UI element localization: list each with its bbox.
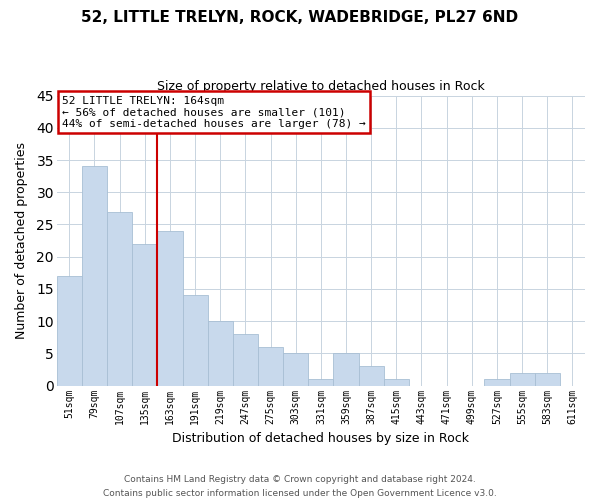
Y-axis label: Number of detached properties: Number of detached properties <box>15 142 28 339</box>
Bar <box>384 379 409 386</box>
Bar <box>182 296 208 386</box>
Bar <box>283 354 308 386</box>
Bar <box>132 244 157 386</box>
Bar <box>107 212 132 386</box>
Bar <box>233 334 258 386</box>
Bar <box>484 379 509 386</box>
Bar <box>57 276 82 386</box>
Text: 52, LITTLE TRELYN, ROCK, WADEBRIDGE, PL27 6ND: 52, LITTLE TRELYN, ROCK, WADEBRIDGE, PL2… <box>82 10 518 25</box>
Text: 52 LITTLE TRELYN: 164sqm
← 56% of detached houses are smaller (101)
44% of semi-: 52 LITTLE TRELYN: 164sqm ← 56% of detach… <box>62 96 366 129</box>
Bar <box>334 354 359 386</box>
Bar <box>82 166 107 386</box>
Bar <box>509 372 535 386</box>
Bar <box>157 231 182 386</box>
Text: Contains HM Land Registry data © Crown copyright and database right 2024.
Contai: Contains HM Land Registry data © Crown c… <box>103 476 497 498</box>
Title: Size of property relative to detached houses in Rock: Size of property relative to detached ho… <box>157 80 485 93</box>
X-axis label: Distribution of detached houses by size in Rock: Distribution of detached houses by size … <box>172 432 469 445</box>
Bar <box>258 347 283 386</box>
Bar <box>359 366 384 386</box>
Bar <box>208 321 233 386</box>
Bar <box>308 379 334 386</box>
Bar <box>535 372 560 386</box>
